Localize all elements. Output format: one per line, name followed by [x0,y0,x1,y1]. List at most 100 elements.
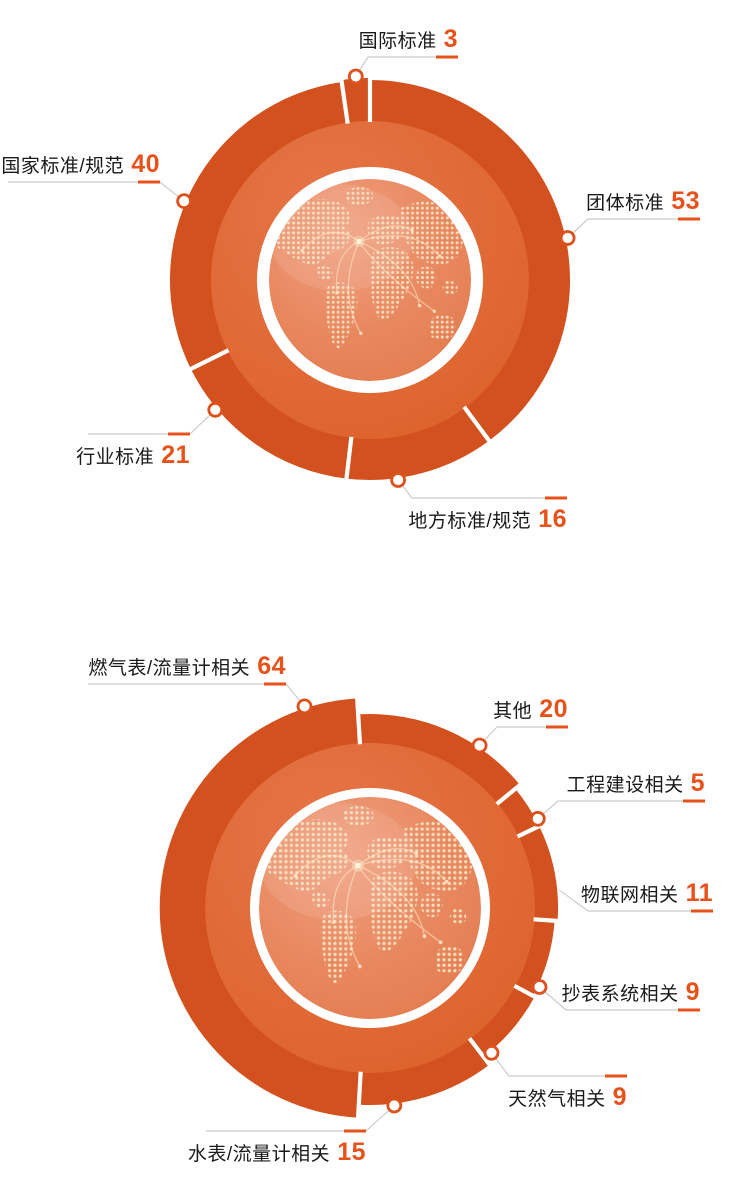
callout-chart2-slice3: 物联网相关 11 [581,879,713,908]
callout-value: 20 [539,695,568,723]
globe [268,178,472,382]
callout-marker-dot [390,472,407,488]
flight-arc [345,865,361,967]
donut-slice-2-4 [515,919,555,996]
flight-arc [332,864,359,923]
callout-chart1-slice4: 国家标准/规范 40 [1,150,160,179]
arc-endpoint-dot [422,934,427,939]
flight-arc [294,854,359,877]
callout-marker-dot [483,1044,500,1061]
segment-divider [187,348,230,373]
donut-slice-1-1 [370,79,571,441]
callout-leader-line [558,889,713,912]
segment-divider [338,76,350,124]
globe-sheen [268,184,413,292]
segment-divider [462,405,493,445]
flight-arcs [294,847,448,967]
flight-arc [358,225,413,242]
donut-chart-2 [88,682,713,1133]
continent-shape [264,819,349,892]
callout-label: 水表/流量计相关 [187,1144,331,1165]
callout-label: 地方标准/规范 [408,511,532,532]
continent-shape [428,314,456,341]
continent-shape [317,265,333,281]
callout-chart1-slice2: 地方标准/规范 16 [408,505,567,534]
segment-divider [495,781,524,806]
continent-shape [312,892,330,909]
continent-shape [442,280,458,295]
flight-arc [301,231,360,252]
callout-value: 9 [612,1083,627,1111]
flight-arc [357,847,417,867]
callout-label: 国际标准 [358,31,437,52]
callout-leader-line [397,479,567,499]
donut-slice-2-2 [497,788,540,837]
donut-chart-1 [8,55,700,500]
callout-chart1-slice3: 行业标准 21 [76,441,190,470]
hub-dot [356,238,362,245]
segment-divider [516,822,543,839]
callout-value: 5 [690,769,705,797]
arc-endpoint-dot [335,291,339,295]
callout-leader-line [567,218,700,239]
donut-slice-1-2 [346,407,490,481]
continent-shape [368,871,418,952]
arc-endpoint-dot [357,964,362,969]
callout-value: 11 [685,879,713,907]
callout-label: 抄表系统相关 [561,984,679,1005]
callout-chart1-slice5: 国际标准 3 [359,25,458,54]
continent-shape [402,821,473,892]
donut-slice-1-5 [341,77,370,123]
globe [258,796,482,1020]
callout-marker-dot [386,1097,403,1114]
donut-slice-1-3 [190,350,352,479]
callout-chart2-slice1: 其他 20 [493,695,568,724]
callout-leader-line [539,986,700,1011]
callout-marker-dot [559,230,576,246]
callout-chart2-slice2: 工程建设相关 5 [567,769,705,798]
arc-endpoint-dot [359,331,363,336]
arc-endpoint-dot [444,879,449,884]
hub-dot [355,862,361,869]
callout-value: 40 [131,150,160,178]
flight-arc [357,864,426,937]
donut-slice-2-7 [159,698,361,1118]
callout-label: 行业标准 [76,447,155,468]
callout-marker-dot [531,979,548,995]
world-map-dots [273,187,464,349]
segment-divider [533,917,561,924]
callout-marker-dot [207,401,224,418]
callout-value: 15 [337,1138,366,1166]
continent-shape [416,266,437,289]
callout-leader-line [537,800,705,820]
callout-leader-line [479,726,568,746]
continent-shape [342,806,374,826]
donut-slice-2-5 [470,986,535,1057]
segment-divider [513,983,539,1000]
callout-marker-dot [471,737,488,754]
callout-marker-dot [347,68,364,85]
arc-endpoint-dot [438,940,443,945]
callout-label: 工程建设相关 [566,775,684,796]
callout-chart2-slice5: 天然气相关 9 [508,1083,627,1112]
arc-endpoint-dot [293,873,298,878]
callout-leader-line [8,181,185,202]
donut-slice-2-6 [358,1039,490,1106]
callout-leader-line [88,683,305,707]
arc-endpoint-dot [300,248,304,253]
callout-leader-line [88,409,216,435]
callout-marker-dot [529,810,546,827]
callout-leader-line [206,1105,395,1132]
segment-divider [355,1071,363,1121]
callout-chart2-slice4: 抄表系统相关 9 [562,978,700,1007]
segment-divider [354,695,363,745]
arc-endpoint-dot [331,920,336,925]
callout-leader-line [491,1052,627,1077]
world-map-dots [264,806,473,984]
continent-shape [420,893,443,918]
continent-shape [434,946,465,975]
callout-label: 物联网相关 [581,885,679,906]
continent-shape [344,187,374,205]
